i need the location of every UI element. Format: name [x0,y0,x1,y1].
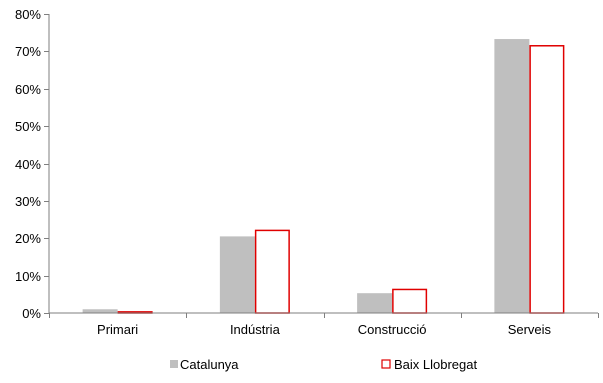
y-tick-label: 0% [22,306,41,321]
legend-label-catalunya: Catalunya [180,357,239,372]
y-tick-label: 80% [15,7,41,22]
category-labels-group: Primari Indústria Construcció Serveis [49,313,599,337]
bar-catalunya-2 [357,293,393,313]
x-category-label: Indústria [230,322,281,337]
bar-baix-llobregat-1 [254,229,290,314]
bars-group [82,39,565,314]
y-tick-label: 30% [15,194,41,209]
y-tick-label: 40% [15,157,41,172]
bar-catalunya-0 [82,309,118,313]
y-ticks-group: 0% 10% 20% 30% 40% 50% 60% 70% 80% [15,7,49,321]
legend-swatch-baix-llobregat [381,359,391,369]
axes-group [48,14,598,314]
y-tick-label: 20% [15,231,41,246]
bar-catalunya-1 [219,236,255,313]
y-tick-label: 60% [15,82,41,97]
x-category-label: Serveis [508,322,552,337]
y-tick-label: 10% [15,269,41,284]
legend-swatch-catalunya [170,360,178,368]
x-category-label: Construcció [358,322,427,337]
legend: Catalunya Baix Llobregat [170,357,477,372]
bar-baix-llobregat-2 [392,288,428,314]
y-tick-label: 70% [15,44,41,59]
bar-baix-llobregat-3 [529,45,565,314]
y-tick-label: 50% [15,119,41,134]
legend-label-baix-llobregat: Baix Llobregat [394,357,477,372]
bar-catalunya-3 [494,39,530,313]
x-category-label: Primari [97,322,138,337]
